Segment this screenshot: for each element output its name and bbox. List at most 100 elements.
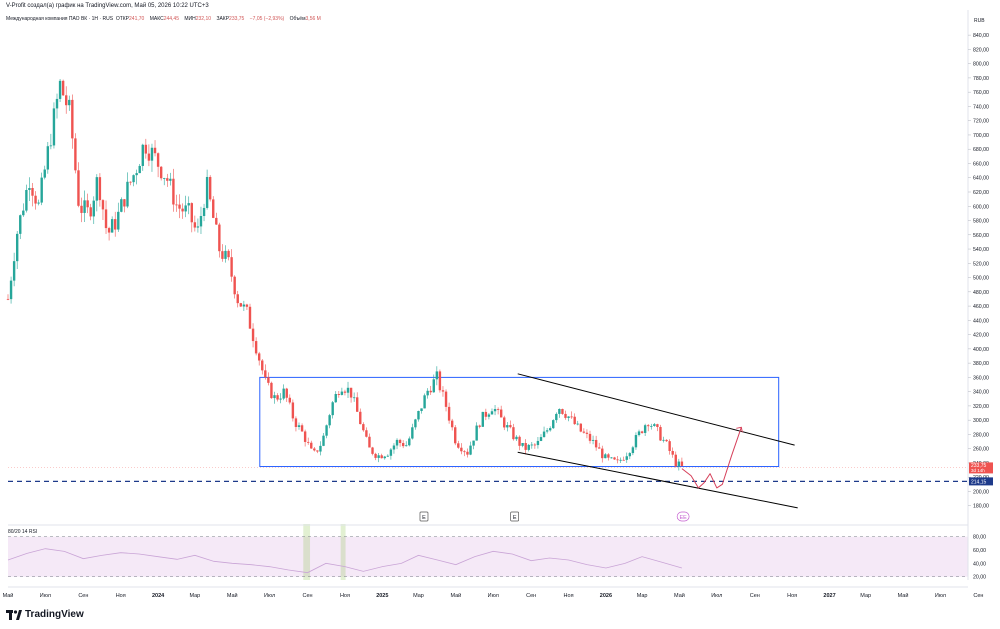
- candle-body: [576, 423, 579, 425]
- candle-body: [499, 409, 503, 418]
- candle-body: [374, 453, 377, 458]
- candle-body: [25, 189, 28, 211]
- candle-body: [117, 211, 120, 230]
- x-tick-label: Сен: [78, 593, 88, 599]
- tradingview-logo[interactable]: TradingView: [6, 609, 84, 620]
- candle-body: [493, 409, 497, 412]
- candle-body: [429, 390, 432, 393]
- candle-body: [68, 99, 71, 106]
- channel-line-2: [517, 451, 798, 509]
- candle-body: [141, 144, 144, 166]
- candle-body: [548, 428, 552, 431]
- candle-body: [570, 416, 573, 418]
- candle-body: [377, 455, 380, 458]
- candle-body: [239, 303, 243, 307]
- candle-body: [426, 390, 429, 396]
- candle-body: [242, 304, 246, 307]
- candle-body: [132, 175, 135, 183]
- candle-body: [594, 439, 598, 448]
- x-tick-label: 2026: [600, 593, 612, 599]
- candle-body: [420, 408, 423, 412]
- y-tick-label: 620,00: [973, 190, 989, 196]
- candle-body: [257, 353, 261, 361]
- y-tick-label: 460,00: [973, 304, 989, 310]
- candle-body: [254, 341, 258, 354]
- candle-body: [454, 427, 457, 444]
- candle-body: [411, 427, 414, 439]
- candle-body: [438, 371, 442, 391]
- candle-body: [159, 166, 163, 179]
- tradingview-icon: [6, 609, 22, 620]
- candle-body: [80, 205, 83, 213]
- candle-body: [463, 451, 466, 453]
- candle-body: [469, 445, 472, 455]
- candle-body: [545, 430, 549, 432]
- candle-body: [153, 147, 157, 154]
- y-tick-label: 440,00: [973, 318, 989, 324]
- candle-body: [625, 456, 628, 460]
- candle-body: [285, 388, 288, 398]
- candle-body: [417, 411, 420, 420]
- candle-body: [248, 306, 252, 329]
- x-tick-label: Июл: [488, 593, 499, 599]
- candle-body: [447, 406, 451, 421]
- y-tick-label: 760,00: [973, 90, 989, 96]
- rsi-tick-label: 20,00: [973, 575, 986, 581]
- candle-body: [156, 153, 160, 167]
- candle-body: [107, 228, 111, 233]
- candle-body: [31, 188, 34, 196]
- candle-body: [389, 449, 393, 456]
- candle-body: [362, 424, 365, 431]
- rsi-label: 80/20 14 RSI: [8, 529, 37, 535]
- x-tick-label: Май: [3, 592, 14, 599]
- candle-body: [19, 215, 22, 234]
- candle-body: [518, 436, 521, 446]
- candle-body: [637, 431, 641, 436]
- x-tick-label: 2024: [152, 593, 165, 599]
- candle-body: [12, 261, 16, 281]
- candle-body: [144, 144, 148, 154]
- y-tick-label: 320,00: [973, 404, 989, 410]
- candle-body: [659, 426, 662, 441]
- candle-body: [460, 447, 463, 452]
- x-tick-label: Май: [227, 592, 238, 599]
- candle-body: [668, 441, 671, 451]
- candle-body: [123, 199, 126, 207]
- y-tick-label: 780,00: [973, 76, 989, 82]
- candle-body: [512, 427, 515, 440]
- candle-body: [597, 447, 601, 449]
- y-tick-label: 180,00: [973, 504, 989, 510]
- candle-body: [218, 224, 221, 252]
- candle-body: [193, 222, 197, 228]
- candle-body: [166, 178, 169, 181]
- candle-body: [503, 417, 506, 428]
- rsi-line: [7, 548, 683, 574]
- earnings-marker: [510, 511, 519, 522]
- candle-body: [319, 445, 322, 452]
- candle-body: [291, 402, 295, 419]
- y-tick-label: 360,00: [973, 375, 989, 381]
- candle-body: [230, 257, 233, 277]
- candle-body: [196, 226, 200, 228]
- candle-body: [71, 99, 74, 139]
- candle-body: [337, 394, 341, 395]
- candle-body: [371, 447, 374, 454]
- y-tick-label: 560,00: [973, 233, 989, 239]
- candle-body: [435, 371, 439, 380]
- candle-body: [346, 387, 350, 393]
- candle-body: [401, 443, 405, 447]
- candle-body: [671, 450, 674, 455]
- current-price-label: 233,75: [971, 463, 987, 469]
- candle-body: [610, 457, 613, 459]
- candle-body: [478, 425, 481, 427]
- y-tick-label: 740,00: [973, 104, 989, 110]
- candle-body: [530, 444, 534, 446]
- x-tick-label: Сен: [750, 593, 760, 599]
- x-tick-label: Мар: [189, 593, 200, 599]
- candle-body: [432, 379, 435, 393]
- candle-body: [423, 395, 426, 409]
- candle-body: [466, 451, 469, 455]
- y-tick-label: 640,00: [973, 176, 989, 182]
- earnings-marker-label: E: [422, 515, 426, 521]
